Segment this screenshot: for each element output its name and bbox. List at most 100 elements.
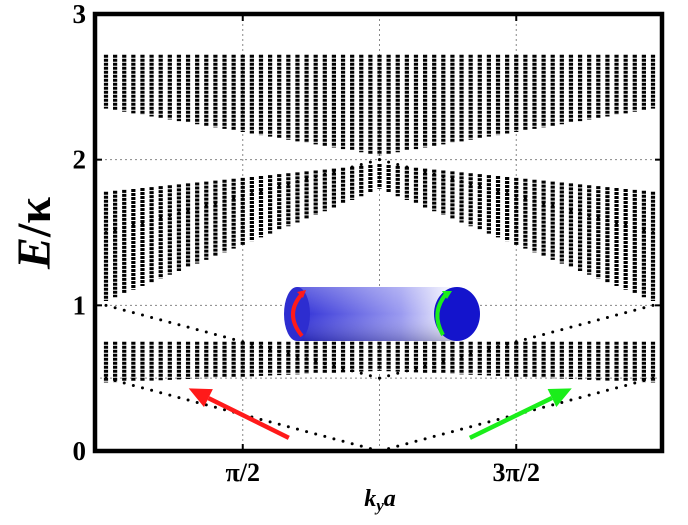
- edge-state-high-mirror-point: [396, 163, 400, 167]
- edge-state-high-mirror-point: [450, 177, 454, 181]
- edge-state-high-point: [259, 189, 263, 193]
- edge-state-high-mirror-point: [432, 172, 436, 176]
- edge-state-low-point: [268, 420, 272, 424]
- edge-state-low-mirror-point: [642, 379, 646, 383]
- edge-state-high-mirror-point: [605, 218, 609, 222]
- cylinder-right-green-arc-icon: [435, 291, 449, 336]
- edge-state-low-mirror-point: [587, 393, 591, 397]
- edge-state-low-point: [277, 422, 281, 426]
- edge-state-high-mirror-point: [405, 165, 409, 169]
- svg-text:E/κ: E/κ: [8, 197, 61, 270]
- edge-state-mid-mirror-point: [642, 306, 646, 310]
- edge-state-high-point: [277, 184, 281, 188]
- edge-state-low-point: [195, 400, 199, 404]
- edge-state-low-point: [314, 432, 318, 436]
- cylinder-left-red-arc-icon: [291, 292, 304, 338]
- edge-state-high-mirror-point: [542, 201, 546, 205]
- edge-state-low-point: [223, 408, 227, 412]
- edge-state-high-mirror-point: [505, 192, 509, 196]
- edge-state-high-point: [104, 231, 108, 234]
- edge-state-mid-mirror-point: [532, 335, 536, 339]
- cylinder-left-red-arrowhead-icon: [297, 290, 306, 298]
- left-moving-edge-arrow-head-icon: [188, 388, 213, 408]
- edge-state-low-point: [186, 398, 190, 402]
- edge-state-mid-point: [104, 303, 108, 307]
- edge-state-high-point: [268, 187, 272, 191]
- edge-state-low-mirror-point: [496, 417, 500, 421]
- edge-state-mid-point: [186, 325, 190, 329]
- edge-state-low-mirror-point: [396, 444, 400, 448]
- edge-state-mid-mirror-point: [487, 347, 491, 351]
- x-axis-label: kya: [364, 486, 396, 515]
- edge-state-high-point: [323, 172, 327, 176]
- edge-state-low-mirror-point: [423, 437, 427, 441]
- edge-state-mid-mirror-point: [624, 311, 628, 315]
- edge-state-low-point: [286, 425, 290, 429]
- edge-state-low-point: [295, 427, 299, 431]
- edge-state-high-mirror-point: [478, 184, 482, 188]
- edge-state-high-mirror-point: [387, 160, 391, 164]
- left-moving-edge-arrow-shaft: [207, 396, 290, 440]
- edge-state-high-mirror-point: [496, 189, 500, 193]
- edge-state-mid-mirror-point: [414, 366, 418, 370]
- edge-state-low-mirror-point: [633, 381, 637, 385]
- y-tick-label: 1: [73, 290, 87, 320]
- edge-state-low-mirror-point: [651, 376, 655, 380]
- edge-state-high-mirror-point: [441, 175, 445, 179]
- edge-state-mid-point: [250, 342, 254, 346]
- edge-state-mid-point: [150, 315, 154, 319]
- edge-state-high-point: [341, 167, 345, 171]
- edge-state-mid-point: [277, 349, 281, 353]
- edge-state-mid-mirror-point: [387, 374, 391, 378]
- edge-state-mid-mirror-point: [514, 340, 518, 344]
- edge-state-mid-mirror-point: [378, 376, 381, 380]
- edge-state-high-point: [332, 170, 336, 174]
- edge-state-low-point: [104, 376, 108, 380]
- edge-state-high-mirror-point: [633, 226, 637, 230]
- right-moving-edge-arrow-shaft: [468, 395, 553, 440]
- edge-state-high-point: [195, 206, 199, 210]
- edge-state-low-mirror-point: [487, 420, 491, 424]
- edge-state-mid-mirror-point: [587, 320, 591, 324]
- edge-state-mid-point: [241, 340, 245, 344]
- edge-state-low-point: [213, 405, 217, 409]
- edge-state-low-point: [168, 393, 172, 397]
- edge-state-mid-mirror-point: [469, 352, 473, 356]
- edge-state-mid-mirror-point: [651, 303, 655, 307]
- edge-state-high-mirror-point: [624, 223, 628, 227]
- edge-state-mid-mirror-point: [523, 337, 527, 341]
- edge-state-mid-mirror-point: [396, 371, 400, 375]
- cylinder-right-cap: [434, 287, 480, 341]
- edge-state-mid-point: [232, 337, 236, 341]
- edge-state-mid-point: [213, 332, 217, 336]
- edge-state-low-point: [341, 439, 345, 443]
- plot-frame: [92, 11, 665, 454]
- edge-state-low-mirror-point: [596, 391, 600, 395]
- edge-state-mid-point: [113, 306, 117, 310]
- edge-state-mid-point: [295, 354, 299, 358]
- svg-text:kya: kya: [364, 486, 396, 515]
- edge-state-low-point: [122, 381, 126, 385]
- edge-state-low-mirror-point: [560, 400, 564, 404]
- edge-state-mid-mirror-point: [460, 354, 464, 358]
- edge-state-low-mirror-point: [624, 383, 628, 387]
- edge-state-high-point: [359, 163, 363, 167]
- edge-state-low-point: [131, 383, 135, 387]
- edge-state-mid-point: [368, 374, 372, 378]
- edge-state-high-point: [350, 165, 354, 169]
- edge-state-mid-point: [359, 371, 363, 375]
- edge-state-high-mirror-point: [615, 221, 619, 225]
- edge-state-high-point: [177, 211, 181, 215]
- edge-state-low-mirror-point: [450, 430, 454, 434]
- edge-state-mid-mirror-point: [569, 325, 573, 329]
- edge-state-low-point: [150, 388, 154, 392]
- edge-state-high-mirror-point: [460, 180, 464, 184]
- edge-state-high-point: [223, 199, 227, 203]
- edge-state-high-mirror-point: [642, 228, 646, 232]
- edge-state-low-mirror-point: [605, 388, 609, 392]
- edge-state-mid-point: [204, 330, 208, 334]
- y-tick-label: 2: [73, 145, 87, 175]
- y-axis-label-variable: E: [8, 237, 61, 270]
